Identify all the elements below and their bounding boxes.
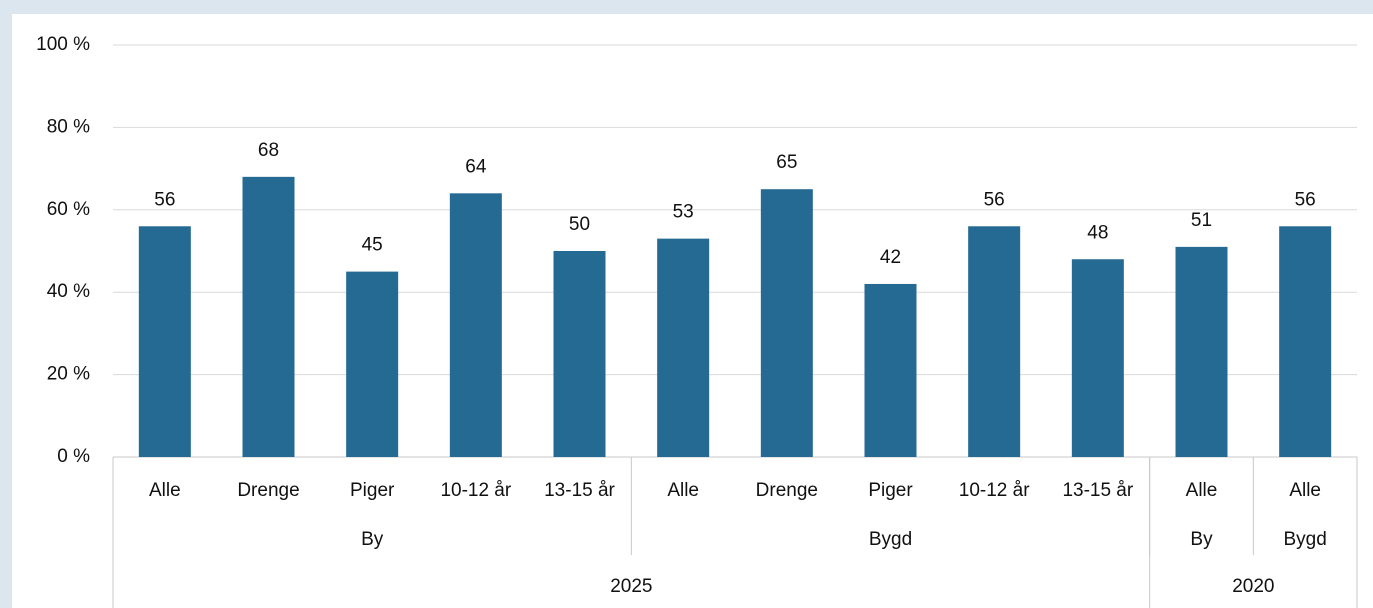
group-label: Bygd <box>1284 529 1327 550</box>
bar <box>553 251 606 457</box>
group-label: By <box>361 529 384 550</box>
data-label: 45 <box>362 235 383 256</box>
x-tick-label: Alle <box>667 480 699 501</box>
x-tick-label: Drenge <box>756 480 818 501</box>
y-tick-label: 20 % <box>47 364 90 385</box>
y-tick-label: 100 % <box>36 34 90 55</box>
data-label: 56 <box>154 189 175 210</box>
supergroup-label: 2025 <box>610 576 652 597</box>
x-tick-label: Alle <box>149 480 181 501</box>
x-tick-label: Piger <box>868 480 913 501</box>
data-label: 56 <box>1295 189 1316 210</box>
data-label: 42 <box>880 247 901 268</box>
data-label: 64 <box>465 156 487 177</box>
supergroup-label: 2020 <box>1232 576 1274 597</box>
bar <box>1175 246 1228 457</box>
data-label: 51 <box>1191 210 1212 231</box>
y-tick-label: 0 % <box>57 446 90 467</box>
x-tick-label: 13-15 år <box>544 480 615 501</box>
bar <box>1071 259 1124 457</box>
bar <box>1279 226 1332 457</box>
x-tick-label: 10-12 år <box>440 480 511 501</box>
x-tick-label: Alle <box>1289 480 1321 501</box>
x-tick-label: 13-15 år <box>1062 480 1133 501</box>
x-tick-label: Drenge <box>237 480 299 501</box>
bar <box>760 189 813 457</box>
group-label: By <box>1190 529 1213 550</box>
y-tick-label: 60 % <box>47 199 90 220</box>
group-label: Bygd <box>869 529 912 550</box>
x-tick-label: Alle <box>1186 480 1218 501</box>
bar <box>968 226 1021 457</box>
y-tick-label: 40 % <box>47 281 90 302</box>
x-tick-label: 10-12 år <box>959 480 1030 501</box>
data-label: 50 <box>569 214 590 235</box>
data-label: 65 <box>776 152 797 173</box>
bar <box>346 271 399 457</box>
bar <box>242 176 295 457</box>
data-label: 53 <box>673 202 694 223</box>
data-label: 56 <box>984 189 1005 210</box>
bar <box>657 238 710 457</box>
bar <box>138 226 191 457</box>
data-label: 68 <box>258 140 279 161</box>
x-tick-label: Piger <box>350 480 395 501</box>
bar <box>864 283 917 457</box>
data-label: 48 <box>1087 222 1108 243</box>
bar <box>449 193 502 457</box>
y-tick-label: 80 % <box>47 116 90 137</box>
